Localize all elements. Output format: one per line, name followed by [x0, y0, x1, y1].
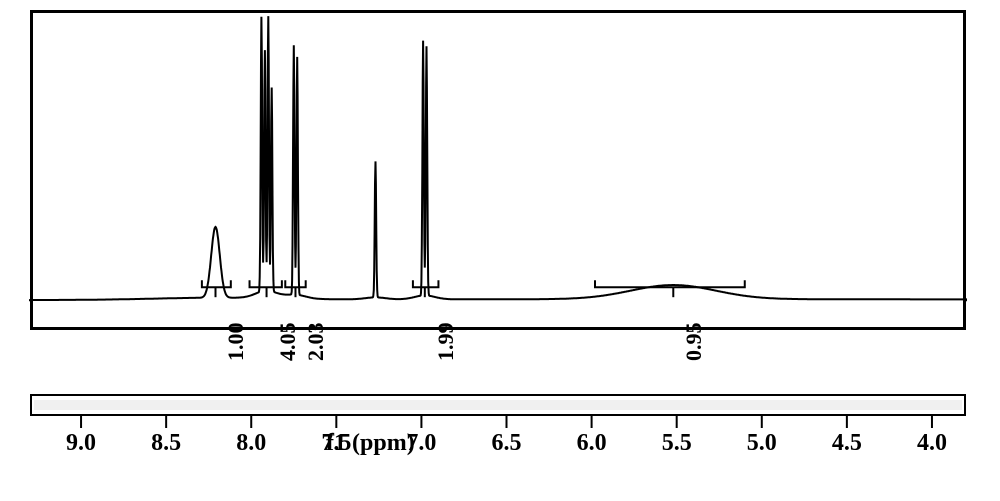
integral-value: 1.00 — [223, 323, 249, 362]
tick-label: 5.5 — [662, 430, 692, 457]
x-axis-label: f1 (ppm) — [326, 430, 415, 457]
tick-label: 4.0 — [917, 430, 947, 457]
integral-value: 0.95 — [681, 323, 707, 362]
integral-value: 1.99 — [433, 323, 459, 362]
nmr-figure: 9.08.58.07.57.06.56.05.55.04.54.0 f1 (pp… — [0, 0, 1000, 501]
integral-value: 4.05 — [275, 323, 301, 362]
integral-value: 2.03 — [303, 323, 329, 362]
tick-label: 6.5 — [492, 430, 522, 457]
tick-label: 8.0 — [236, 430, 266, 457]
tick-label: 5.0 — [747, 430, 777, 457]
tick-label: 8.5 — [151, 430, 181, 457]
axis-bar — [30, 394, 966, 416]
tick-label: 9.0 — [66, 430, 96, 457]
tick-label: 6.0 — [577, 430, 607, 457]
tick-label: 4.5 — [832, 430, 862, 457]
spectrum-svg — [0, 0, 1000, 501]
axis-bar-inner — [34, 400, 962, 410]
